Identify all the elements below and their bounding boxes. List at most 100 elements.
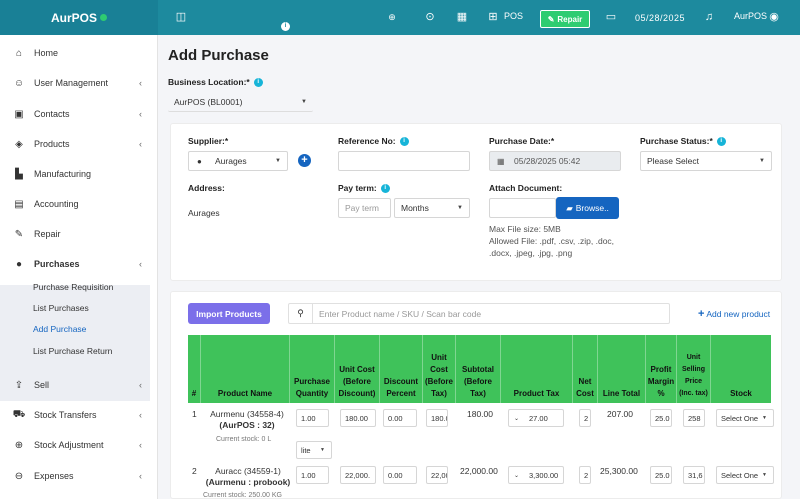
row-2-current-stock: Current stock: 250.00 KG: [203, 492, 282, 499]
pay-term-placeholder: Pay term: [345, 203, 380, 213]
row-1-subtotal: 180.00: [467, 409, 493, 419]
th-line-total: Line Total: [598, 335, 646, 403]
sidebar-item-expenses[interactable]: ⊖ Expenses ‹: [0, 461, 158, 491]
row-2-selling-price-input[interactable]: 31,6: [683, 466, 705, 484]
row-1-unit-select[interactable]: lite ▼: [296, 441, 332, 459]
sidebar-item-products[interactable]: ◈ Products ‹: [0, 129, 158, 159]
row-1-quantity-input[interactable]: 1.00: [296, 409, 329, 427]
sidebar-item-stock-adjustment[interactable]: ⊕ Stock Adjustment ‹: [0, 430, 158, 460]
browse-button[interactable]: ▰ Browse..: [556, 197, 619, 219]
brand-name: AurPOS: [50, 10, 97, 25]
bell-icon[interactable]: ♫: [704, 11, 714, 23]
supplier-select[interactable]: ● Aurages ▼: [188, 151, 288, 171]
add-supplier-icon[interactable]: +: [298, 154, 311, 167]
sidebar: ⌂ Home ☺ User Management ‹ ▣ Contacts ‹ ◈ Prod…: [0, 35, 158, 499]
money-icon[interactable]: ▭: [605, 11, 617, 23]
row-1-profit-margin-input[interactable]: 25.0: [650, 409, 672, 427]
date-display: 05/28/2025: [634, 13, 686, 23]
chevron-left-icon: ‹: [139, 139, 142, 149]
max-file-size-text: Max File size: 5MB: [489, 224, 561, 234]
row-2-unit-cost-before-tax-input[interactable]: 22,00: [426, 466, 448, 484]
sidebar-item-accounting[interactable]: ▤ Accounting: [0, 189, 158, 219]
row-1-number: 1: [192, 409, 197, 419]
row-2-number: 2: [192, 466, 197, 476]
search-placeholder: Enter Product name / SKU / Scan bar code: [319, 308, 482, 319]
caret-down-icon: ▼: [301, 98, 307, 105]
row-1-selling-price-input[interactable]: 258: [683, 409, 705, 427]
info-icon: i: [253, 78, 263, 88]
repair-button[interactable]: ✎ Repair: [540, 10, 590, 28]
purchase-table-header: # Product Name Purchase Quantity Unit Co…: [188, 335, 771, 403]
row-1-unit-cost-input[interactable]: 180.00: [340, 409, 376, 427]
pay-term-unit-select[interactable]: Months ▼: [394, 198, 470, 218]
user-circle-icon[interactable]: ◉: [769, 11, 779, 23]
sidebar-item-sell[interactable]: ⇪ Sell ‹: [0, 370, 158, 400]
row-1-stock-select[interactable]: Select One ▼: [716, 409, 774, 427]
pos-link[interactable]: POS: [504, 11, 524, 21]
add-circle-icon[interactable]: ⊕: [388, 12, 396, 22]
reference-label: Reference No: i: [338, 136, 409, 147]
sidebar-item-user-management[interactable]: ☺ User Management ‹: [0, 68, 158, 98]
row-2-quantity-input[interactable]: 1.00: [296, 466, 329, 484]
th-stock: Stock: [730, 389, 752, 398]
reference-input[interactable]: [338, 151, 470, 171]
sidebar-toggle-icon[interactable]: ◫: [175, 11, 187, 23]
row-1-product-name: Aurmenu (34558-4) (AurPOS : 32): [210, 409, 284, 430]
download-icon[interactable]: ⊙: [425, 11, 435, 23]
chevron-left-icon: ‹: [139, 380, 142, 390]
sidebar-sub-list-purchases[interactable]: List Purchases: [33, 303, 89, 313]
sidebar-sub-add-purchase[interactable]: Add Purchase: [33, 324, 87, 334]
th-unit-cost-before-discount: Unit Cost (Before Discount): [335, 335, 380, 403]
purchase-status-select[interactable]: Please Select ▼: [640, 151, 772, 171]
chevron-left-icon: ‹: [139, 440, 142, 450]
row-1-tax-input[interactable]: ⌄ 27.00: [508, 409, 564, 427]
import-products-button[interactable]: Import Products: [188, 303, 270, 324]
supplier-value: Aurages: [215, 156, 247, 166]
attach-document-input[interactable]: [489, 198, 556, 218]
row-2-unit-cost-input[interactable]: 22,000.: [340, 466, 376, 484]
sidebar-item-label: Stock Adjustment: [34, 440, 104, 450]
sidebar-item-repair[interactable]: ✎ Repair: [0, 219, 158, 249]
calculator-icon[interactable]: ▦: [456, 11, 468, 23]
pay-term-input[interactable]: Pay term: [338, 198, 391, 218]
purchase-date-input[interactable]: ▦ 05/28/2025 05:42: [489, 151, 621, 171]
sidebar-item-contacts[interactable]: ▣ Contacts ‹: [0, 99, 158, 129]
purchase-status-value: Please Select: [647, 156, 699, 166]
th-product-name: Product Name: [201, 335, 290, 403]
row-2-net-cost[interactable]: 2: [579, 466, 591, 484]
sidebar-item-home[interactable]: ⌂ Home: [0, 38, 158, 68]
factory-icon: ▙: [15, 168, 23, 180]
row-2-tax-input[interactable]: ⌄ 3,300.00: [508, 466, 564, 484]
purchase-date-label: Purchase Date:*: [489, 136, 555, 146]
user-menu[interactable]: AurPOS: [734, 11, 768, 21]
sidebar-sub-purchase-requisition[interactable]: Purchase Requisition: [33, 282, 114, 292]
sidebar-item-stock-transfers[interactable]: ⛟ Stock Transfers ‹: [0, 400, 158, 430]
row-2-discount-input[interactable]: 0.00: [383, 466, 417, 484]
sidebar-sub-list-purchase-return[interactable]: List Purchase Return: [33, 346, 113, 356]
row-1-unit-cost-before-tax-input[interactable]: 180.0: [426, 409, 448, 427]
purchase-form-card: [170, 123, 782, 281]
sidebar-item-label: Products: [34, 139, 70, 149]
info-icon: i: [380, 184, 390, 194]
info-icon: i: [399, 137, 409, 147]
wrench-icon: ✎: [547, 14, 555, 24]
sidebar-item-label: Contacts: [34, 109, 70, 119]
sidebar-item-manufacturing[interactable]: ▙ Manufacturing: [0, 159, 158, 189]
row-2-profit-margin-input[interactable]: 25.0: [650, 466, 672, 484]
brand-logo[interactable]: AurPOS: [0, 0, 158, 35]
grid-icon[interactable]: ⊞: [488, 11, 498, 23]
adjust-icon: ⊕: [14, 439, 24, 451]
add-new-product-link[interactable]: + Add new product: [698, 308, 770, 320]
user-icon: ●: [197, 156, 202, 166]
row-2-stock-select[interactable]: Select One ▼: [716, 466, 774, 484]
sidebar-item-label: Home: [34, 48, 59, 58]
business-location-select[interactable]: AurPOS (BL0001) ▼: [168, 92, 313, 112]
row-1-net-cost[interactable]: 2: [579, 409, 591, 427]
chevron-left-icon: ‹: [139, 410, 142, 420]
product-search-input[interactable]: ⚲ Enter Product name / SKU / Scan bar cod…: [288, 303, 670, 324]
truck-icon: ⛟: [12, 408, 26, 420]
row-1-discount-input[interactable]: 0.00: [383, 409, 417, 427]
plus-icon: +: [698, 308, 705, 320]
info-icon: i: [716, 137, 726, 147]
sidebar-item-purchases[interactable]: ● Purchases ‹: [0, 249, 158, 279]
